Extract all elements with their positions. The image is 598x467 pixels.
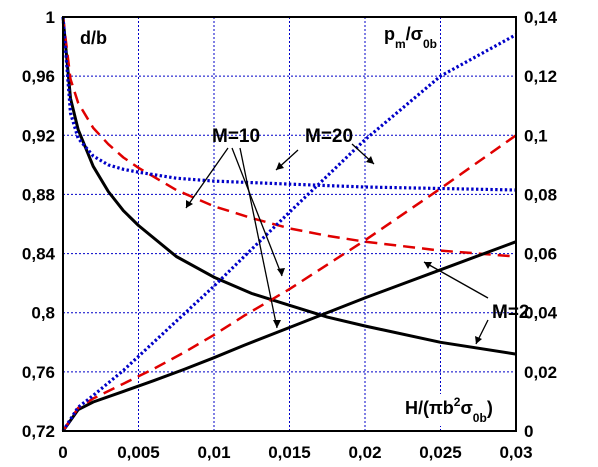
left-axis-label: d/b [80,28,107,48]
series-layer [61,16,517,432]
y-left-tick-label: 0,88 [22,185,55,204]
series-line-M20-left [61,16,517,192]
arrowhead-m10-right-1 [277,268,285,276]
x-tick-label: 0,03 [499,443,532,462]
arrowhead-m2-down [475,336,482,344]
x-tick-label: 0,005 [117,443,160,462]
series-line-M2-left [61,16,517,356]
y-right-tick-label: 0 [524,422,533,441]
arrow-m10-right-1 [231,147,283,277]
y-right-tick-label: 0,06 [524,245,557,264]
y-right-tick-label: 0,08 [524,185,557,204]
y-left-tick-label: 1 [46,8,55,27]
x-axis-label-sup: 2 [454,395,461,409]
arrowhead-m20-left [276,162,284,170]
series-line-M2-right [61,240,517,432]
y-right-tick-label: 0,12 [524,67,557,86]
arrowhead-m20-right [366,156,374,164]
plot-frame [62,16,517,432]
arrowhead-m10-right-2 [273,320,281,328]
tick-labels: 0 0,005 0,01 0,015 0,02 0,025 0,03 0,72 0,76 0,8 0… [22,8,558,462]
x-axis-label-b: σ [460,398,472,418]
annotation-m2: M=2 [492,302,530,323]
y-left-tick-label: 0,72 [22,422,55,441]
y-right-tick-label: 0,14 [524,8,558,27]
x-tick-label: 0,015 [268,443,311,462]
y-right-tick-label: 0,04 [524,304,558,323]
right-axis-label: pm/σ0b [384,24,437,51]
x-axis-label-sub: 0b [473,411,487,425]
x-axis-label-bg [402,394,512,426]
arrowhead-m10-left [186,200,193,208]
arrow-m10-right-2 [239,147,278,329]
arrow-m2-up [423,261,489,299]
annotation-arrows [185,143,489,345]
x-tick-label: 0,02 [348,443,381,462]
annotation-m20: M=20 [305,126,353,147]
y-right-tick-label: 0,1 [524,126,548,145]
right-axis-label-sub2: 0b [423,37,437,51]
x-tick-label: 0,025 [419,443,462,462]
arrowhead-m2-up [424,262,432,269]
y-left-tick-label: 0,8 [31,304,55,323]
annotation-m10: M=10 [212,126,260,147]
series-line-M10-left [61,16,517,258]
x-axis-label-c: ) [487,398,493,418]
y-left-tick-label: 0,84 [22,245,56,264]
right-axis-label-main: p [384,24,395,44]
grid-lines [63,17,516,431]
right-axis-label-mid: /σ [406,24,423,44]
y-left-tick-label: 0,96 [22,67,55,86]
y-right-tick-label: 0,02 [524,363,557,382]
series-line-M20-right [61,33,517,432]
x-tick-label: 0,01 [197,443,230,462]
y-left-tick-label: 0,92 [22,126,55,145]
x-axis-label: H/(πb2σ0b) [405,395,493,425]
x-axis-label-a: H/(πb [405,398,454,418]
right-axis-label-sub1: m [395,37,406,51]
y-left-tick-label: 0,76 [22,363,55,382]
arrow-m10-left [185,147,229,209]
x-tick-label: 0 [58,443,67,462]
series-line-M10-right [61,134,517,432]
